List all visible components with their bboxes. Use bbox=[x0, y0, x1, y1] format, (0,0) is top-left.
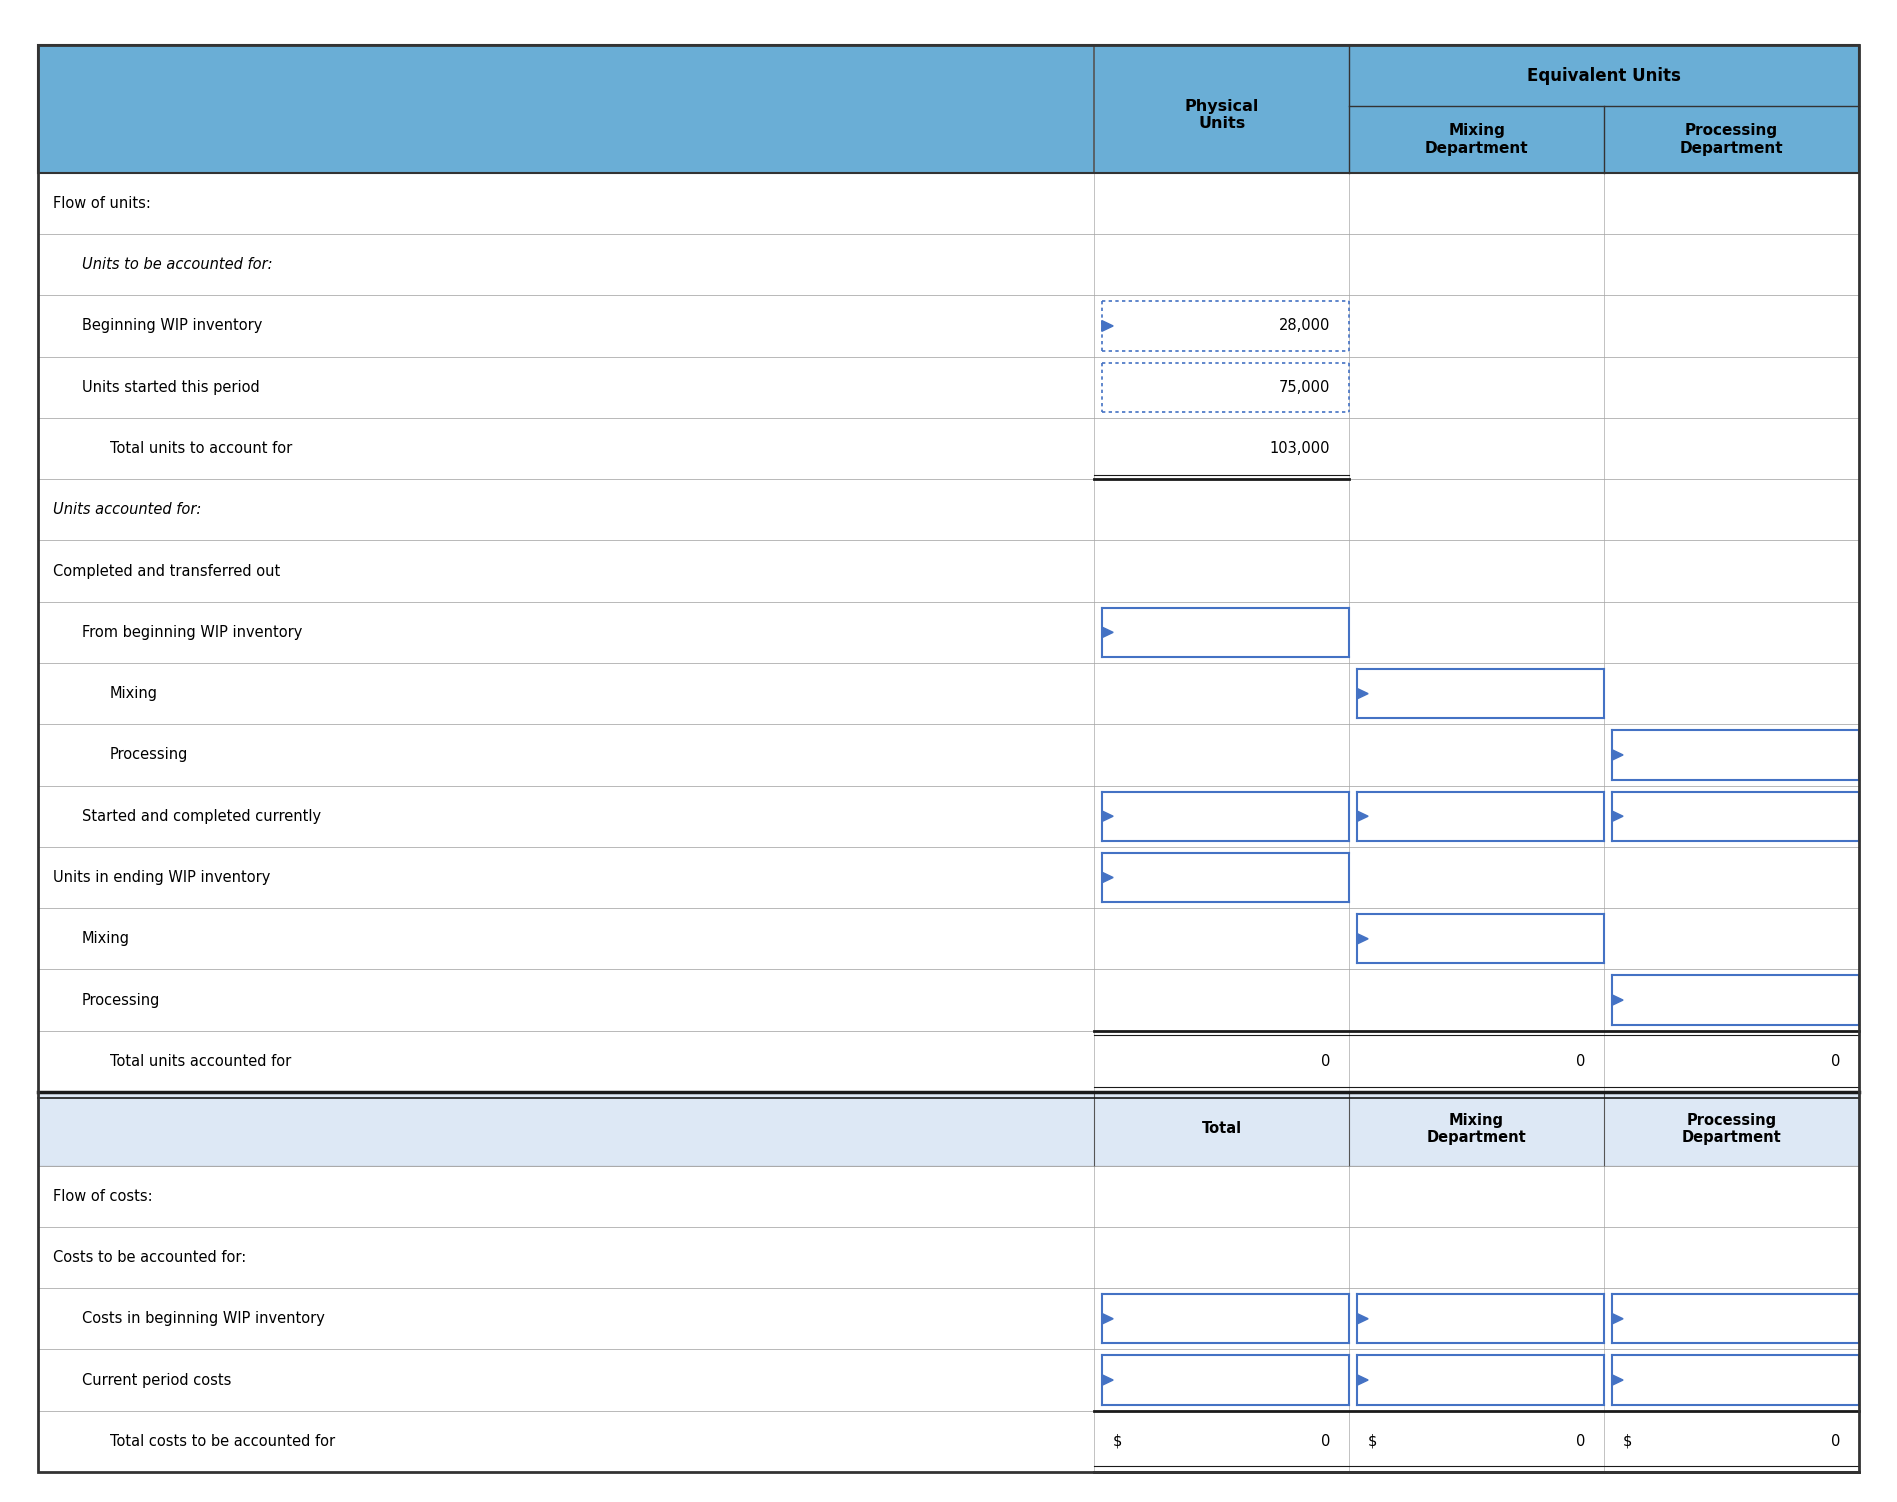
Polygon shape bbox=[1102, 626, 1114, 638]
Text: Total costs to be accounted for: Total costs to be accounted for bbox=[110, 1434, 336, 1449]
Text: Costs to be accounted for:: Costs to be accounted for: bbox=[53, 1250, 247, 1265]
Bar bbox=[38, 1227, 1859, 1289]
Text: Total: Total bbox=[1201, 1122, 1243, 1137]
Polygon shape bbox=[1102, 320, 1114, 332]
Polygon shape bbox=[1102, 811, 1114, 822]
Bar bbox=[38, 418, 1859, 479]
Polygon shape bbox=[1356, 688, 1368, 698]
Text: Flow of costs:: Flow of costs: bbox=[53, 1188, 154, 1203]
Polygon shape bbox=[1612, 994, 1624, 1005]
Bar bbox=[38, 296, 1859, 356]
Text: 0: 0 bbox=[1320, 1054, 1330, 1069]
Text: From beginning WIP inventory: From beginning WIP inventory bbox=[82, 625, 302, 640]
Polygon shape bbox=[1356, 933, 1368, 945]
Bar bbox=[38, 724, 1859, 786]
Polygon shape bbox=[1356, 811, 1368, 822]
Text: Units started this period: Units started this period bbox=[82, 380, 260, 395]
Text: Units accounted for:: Units accounted for: bbox=[53, 502, 201, 517]
Bar bbox=[38, 45, 1859, 173]
Text: Total units to account for: Total units to account for bbox=[110, 442, 292, 457]
Bar bbox=[38, 1092, 1859, 1166]
Text: $: $ bbox=[1114, 1434, 1123, 1449]
Polygon shape bbox=[1102, 1374, 1114, 1385]
Bar bbox=[38, 847, 1859, 909]
Text: $: $ bbox=[1624, 1434, 1633, 1449]
Bar bbox=[38, 786, 1859, 847]
Text: 103,000: 103,000 bbox=[1269, 442, 1330, 457]
Bar bbox=[38, 1030, 1859, 1092]
Text: 0: 0 bbox=[1831, 1054, 1840, 1069]
Polygon shape bbox=[1102, 1313, 1114, 1325]
Text: Costs in beginning WIP inventory: Costs in beginning WIP inventory bbox=[82, 1311, 324, 1326]
Polygon shape bbox=[1612, 1313, 1624, 1325]
Text: Processing
Department: Processing Department bbox=[1683, 1113, 1781, 1145]
Bar bbox=[38, 602, 1859, 662]
Text: Beginning WIP inventory: Beginning WIP inventory bbox=[82, 318, 262, 333]
Bar bbox=[38, 173, 1859, 234]
Text: Current period costs: Current period costs bbox=[82, 1373, 231, 1388]
Text: Units to be accounted for:: Units to be accounted for: bbox=[82, 257, 271, 272]
Text: $: $ bbox=[1368, 1434, 1377, 1449]
Bar bbox=[38, 1410, 1859, 1472]
Text: Equivalent Units: Equivalent Units bbox=[1527, 66, 1681, 84]
Bar bbox=[38, 909, 1859, 969]
Bar bbox=[38, 1349, 1859, 1410]
Text: Total units accounted for: Total units accounted for bbox=[110, 1054, 292, 1069]
Text: Mixing: Mixing bbox=[110, 686, 157, 701]
Text: Completed and transferred out: Completed and transferred out bbox=[53, 563, 281, 578]
Text: Processing
Department: Processing Department bbox=[1679, 123, 1783, 156]
Text: 0: 0 bbox=[1320, 1434, 1330, 1449]
Bar bbox=[38, 541, 1859, 602]
Polygon shape bbox=[1612, 811, 1624, 822]
Polygon shape bbox=[1612, 1374, 1624, 1385]
Polygon shape bbox=[1356, 1313, 1368, 1325]
Bar bbox=[38, 1289, 1859, 1349]
Polygon shape bbox=[1102, 873, 1114, 883]
Bar bbox=[38, 662, 1859, 724]
Text: 0: 0 bbox=[1576, 1054, 1586, 1069]
Text: 28,000: 28,000 bbox=[1279, 318, 1330, 333]
Text: Mixing
Department: Mixing Department bbox=[1425, 123, 1529, 156]
Text: 75,000: 75,000 bbox=[1279, 380, 1330, 395]
Text: Started and completed currently: Started and completed currently bbox=[82, 808, 321, 823]
Text: 0: 0 bbox=[1576, 1434, 1586, 1449]
Bar bbox=[38, 969, 1859, 1030]
Bar bbox=[1095, 45, 1349, 173]
Text: 0: 0 bbox=[1831, 1434, 1840, 1449]
Text: Units in ending WIP inventory: Units in ending WIP inventory bbox=[53, 870, 271, 885]
Bar bbox=[38, 45, 1859, 173]
Polygon shape bbox=[1612, 749, 1624, 760]
Polygon shape bbox=[1356, 1374, 1368, 1385]
Text: Mixing
Department: Mixing Department bbox=[1427, 1113, 1527, 1145]
Bar bbox=[38, 234, 1859, 296]
Text: Processing: Processing bbox=[110, 748, 188, 763]
Text: Mixing: Mixing bbox=[82, 931, 129, 946]
Text: Flow of units:: Flow of units: bbox=[53, 195, 152, 210]
Bar bbox=[38, 479, 1859, 541]
Bar bbox=[38, 1166, 1859, 1227]
Text: Physical
Units: Physical Units bbox=[1184, 99, 1260, 132]
Bar bbox=[38, 356, 1859, 418]
Text: Processing: Processing bbox=[82, 993, 159, 1008]
